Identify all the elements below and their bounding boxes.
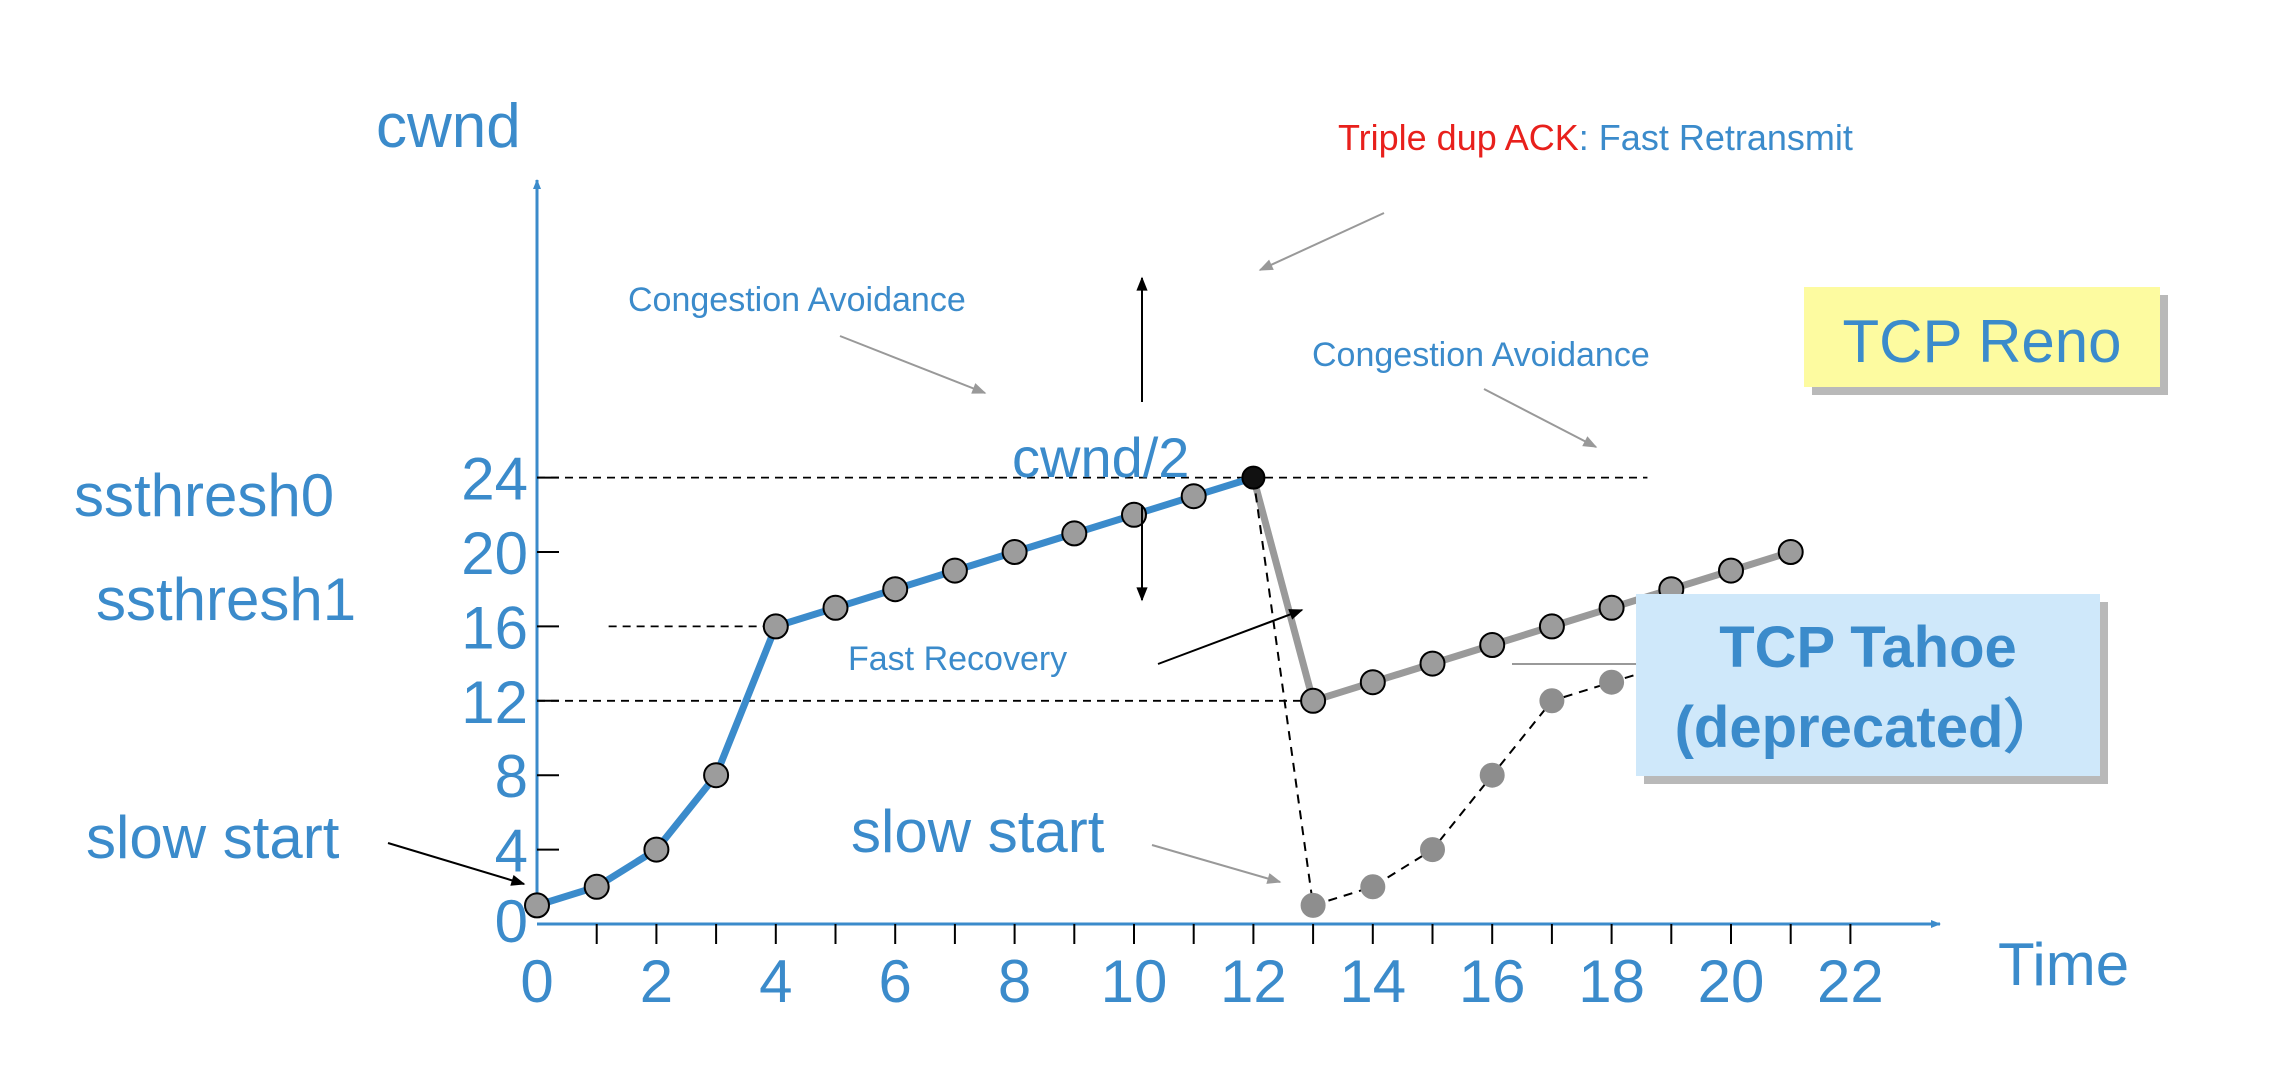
y-tick-label-8: 8: [495, 743, 528, 810]
y-tick-marks: 04 8 12 16 20 24: [461, 446, 559, 955]
data-point-s2-x17: [1539, 688, 1565, 714]
x-tick-label-14: 14: [1339, 948, 1406, 1015]
ssthresh0-label: ssthresh0: [74, 462, 334, 529]
data-point-s2-x16: [1479, 762, 1505, 788]
reference-lines: [537, 476, 1648, 702]
y-tick-label-20: 20: [461, 520, 528, 587]
triple-dup-arrow: [1258, 212, 1385, 271]
data-point-s0-x1: [583, 873, 610, 900]
fast-retransmit-text: : Fast Retransmit: [1579, 117, 1853, 158]
data-point-s0-x9: [1061, 520, 1088, 547]
x-tick-label-10: 10: [1101, 948, 1168, 1015]
data-point-s0-x11: [1180, 483, 1207, 510]
x-tick-marks: 0 2 4 6 8 10 12 14 16 18 20 22: [520, 924, 1884, 1015]
data-point-s1-x13: [1300, 687, 1327, 714]
x-tick-label-12: 12: [1220, 948, 1287, 1015]
x-tick-label-22: 22: [1817, 948, 1884, 1015]
data-point-s0-x4: [762, 613, 789, 640]
y-tick-label-16: 16: [461, 594, 528, 661]
data-point-s1-x14: [1359, 669, 1386, 696]
data-point-s1-x17: [1538, 613, 1565, 640]
tcp-tahoe-label: TCP Tahoe: [1719, 615, 2017, 680]
data-point-s1-x15: [1419, 650, 1446, 677]
y-tick-label-12: 12: [461, 669, 528, 736]
triple-dup-red-text: Triple dup ACK: [1338, 117, 1579, 158]
data-point-s0-x8: [1001, 539, 1028, 565]
x-tick-label-18: 18: [1578, 948, 1645, 1015]
x-tick-label-4: 4: [759, 948, 792, 1015]
x-tick-label-16: 16: [1459, 948, 1526, 1015]
triple-dup-annotation: Triple dup ACK: Fast Retransmit: [1338, 117, 1853, 158]
ca-left-arrow: [839, 335, 987, 394]
slow-start-left-label: slow start: [86, 804, 340, 871]
series-lines: [535, 474, 1827, 909]
tcp-reno-label: TCP Reno: [1842, 308, 2121, 375]
data-point-s0-x12: [1241, 465, 1266, 490]
data-point-s0-x7: [941, 557, 968, 584]
congestion-avoidance-left-label: Congestion Avoidance: [628, 281, 966, 319]
data-point-s1-x18: [1598, 594, 1625, 621]
data-point-s0-x3: [703, 762, 730, 789]
x-tick-label-2: 2: [640, 948, 673, 1015]
y-tick-label-4: 4: [495, 818, 528, 885]
ca-right-arrow: [1483, 388, 1598, 448]
data-point-s0-x10: [1121, 501, 1147, 528]
data-point-s0-x0: [524, 892, 550, 919]
slow-start-left-arrow: [387, 842, 526, 886]
data-point-s0-x6: [882, 576, 909, 603]
data-point-s2-x14: [1360, 874, 1386, 900]
tcp-tahoe-deprecated-label: (deprecated）: [1675, 695, 2062, 760]
y-tick-label-24: 24: [461, 446, 528, 513]
data-point-s1-x21: [1777, 539, 1804, 565]
x-tick-label-20: 20: [1698, 948, 1765, 1015]
congestion-avoidance-right-label: Congestion Avoidance: [1312, 336, 1650, 374]
data-point-s1-x16: [1479, 632, 1506, 658]
series-points: [524, 465, 1804, 919]
cwnd-half-label: cwnd/2: [1012, 426, 1189, 489]
ssthresh1-label: ssthresh1: [96, 566, 356, 633]
y-tick-label-0: 0: [495, 888, 528, 955]
data-point-s2-x18: [1599, 669, 1625, 695]
fast-recovery-label: Fast Recovery: [848, 640, 1067, 678]
x-tick-label-0: 0: [520, 948, 553, 1015]
y-axis-label: cwnd: [376, 92, 521, 161]
x-axis-label: Time: [1998, 931, 2129, 998]
slow-start-mid-arrow: [1151, 844, 1282, 884]
data-point-s2-x13: [1300, 892, 1326, 918]
fast-recovery-arrow: [1157, 609, 1304, 665]
tcp-tahoe-box: TCP Tahoe (deprecated）: [1512, 594, 2108, 784]
x-tick-label-6: 6: [879, 948, 912, 1015]
data-point-s1-x20: [1718, 557, 1744, 584]
data-point-s0-x2: [643, 836, 670, 863]
x-tick-label-8: 8: [998, 948, 1031, 1015]
slow-start-mid-label: slow start: [851, 798, 1105, 865]
data-point-s0-x5: [822, 594, 849, 621]
data-point-s2-x15: [1420, 837, 1445, 863]
tcp-reno-box: TCP Reno: [1804, 287, 2168, 395]
series-line-1: [1250, 476, 1792, 705]
